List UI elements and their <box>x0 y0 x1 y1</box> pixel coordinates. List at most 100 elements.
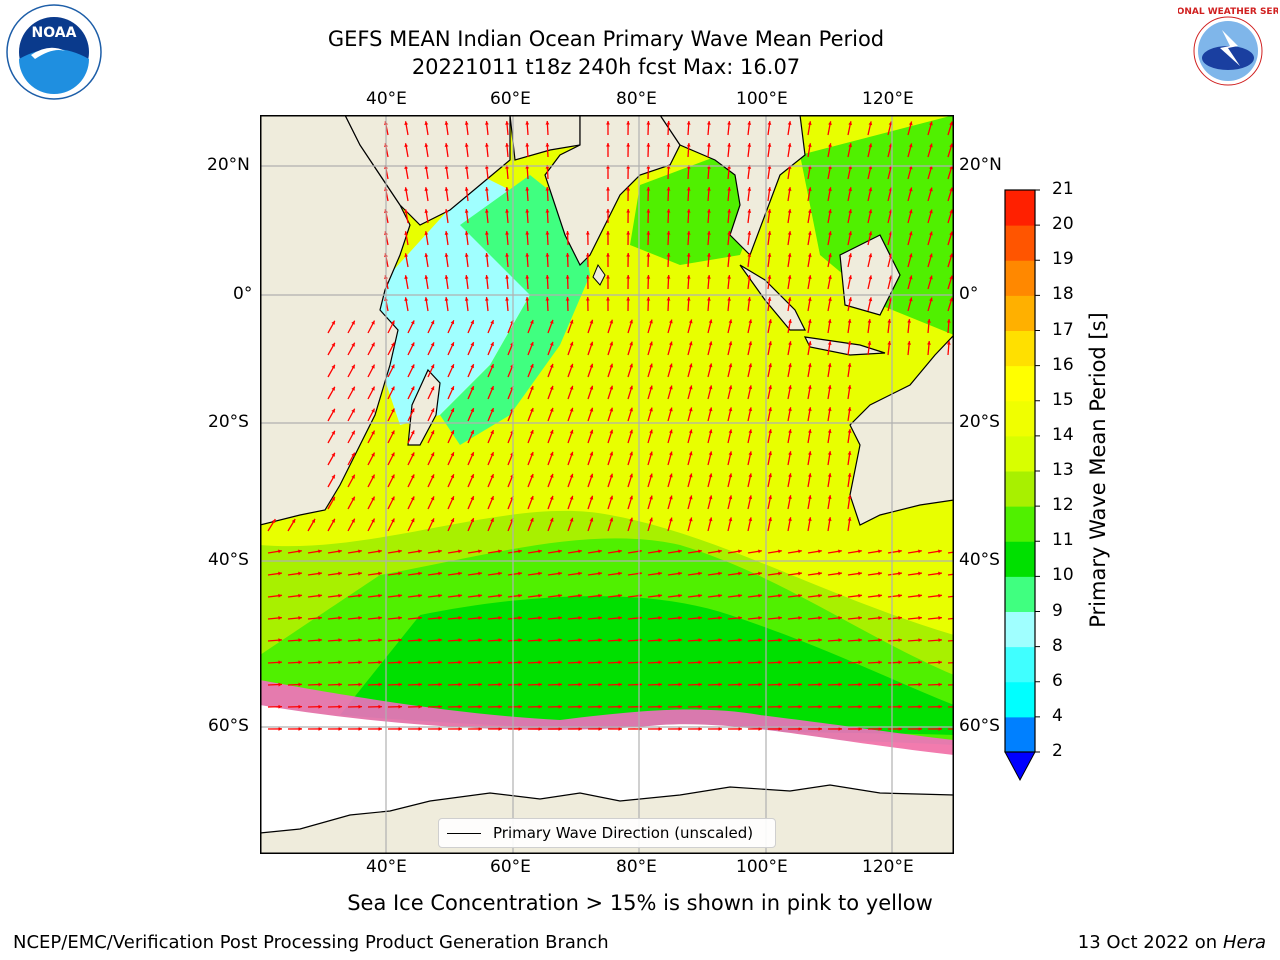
wave-direction-arrowhead <box>569 495 574 500</box>
wave-direction-arrowhead <box>398 571 402 576</box>
footer-date-text: 13 Oct 2022 on <box>1077 932 1218 953</box>
wave-direction-arrowhead <box>748 473 753 478</box>
wave-direction-arrowhead <box>668 407 673 412</box>
wave-direction-arrowhead <box>558 593 562 598</box>
wave-direction-arrowhead <box>338 616 342 620</box>
wave-direction-arrowhead <box>430 320 435 325</box>
wave-direction-arrowhead <box>868 297 873 302</box>
wave-direction-arrowhead <box>758 727 762 731</box>
wave-direction-arrowhead <box>838 727 842 731</box>
period-band-9 <box>440 175 590 445</box>
wave-direction-arrowhead <box>807 451 812 456</box>
wave-direction-arrowhead <box>649 407 653 412</box>
wave-direction-arrowhead <box>807 341 812 346</box>
wave-direction-arrowhead <box>758 682 762 687</box>
wave-direction-arrowhead <box>458 660 462 665</box>
wave-direction-arrowhead <box>706 231 711 235</box>
wave-direction-arrowhead <box>767 187 772 191</box>
colorbar-tick-label: 4 <box>1052 705 1063 726</box>
wave-direction-arrowhead <box>424 253 429 257</box>
wave-direction-arrowhead <box>788 495 792 500</box>
wave-direction-arrowhead <box>318 704 322 709</box>
wave-direction-arrowhead <box>530 407 534 412</box>
wave-direction-arrowhead <box>450 342 455 347</box>
wave-direction-arrowhead <box>708 473 713 478</box>
wave-direction-arrowhead <box>278 704 282 709</box>
wave-direction-arrowhead <box>646 231 651 235</box>
wave-direction-arrowhead <box>787 209 792 213</box>
wave-direction-arrowhead <box>378 549 382 554</box>
colorbar-tick-label: 20 <box>1052 214 1074 235</box>
wave-direction-arrowhead <box>410 474 415 479</box>
wave-direction-arrowhead <box>424 275 429 279</box>
wave-direction-arrowhead <box>418 660 422 665</box>
wave-direction-arrowhead <box>470 518 474 523</box>
wave-direction-arrowhead <box>668 451 673 456</box>
wave-direction-arrowhead <box>949 209 953 214</box>
wave-direction-arrowhead <box>758 549 762 554</box>
wave-direction-arrowhead <box>748 451 753 456</box>
wave-direction-arrowhead <box>847 363 852 367</box>
wave-direction-arrowhead <box>298 571 302 576</box>
wave-direction-arrowhead <box>589 517 594 522</box>
wave-direction-arrowhead <box>530 385 534 390</box>
wave-direction-arrowhead <box>646 297 651 301</box>
wave-direction-arrowhead <box>718 638 722 643</box>
wave-direction-arrowhead <box>768 473 773 478</box>
wave-direction-arrowhead <box>858 571 862 576</box>
wave-direction-arrowhead <box>727 121 731 125</box>
wave-direction-arrowhead <box>298 682 302 687</box>
wave-direction-arrowhead <box>727 187 731 191</box>
wave-direction-arrowhead <box>827 517 832 521</box>
wave-direction-arrowhead <box>585 231 590 235</box>
wave-direction-arrowhead <box>298 727 302 731</box>
noaa-logo-text: NOAA <box>32 25 77 41</box>
wave-direction-arrowhead <box>649 495 653 500</box>
wave-direction-arrowhead <box>378 593 382 598</box>
wave-direction-arrowhead <box>848 187 853 192</box>
wave-direction-arrowhead <box>778 682 782 687</box>
wave-direction-arrowhead <box>629 473 633 478</box>
wave-direction-arrowhead <box>827 341 832 345</box>
wave-direction-arrowhead <box>565 297 570 301</box>
wave-direction-arrowhead <box>484 253 489 257</box>
wave-direction-arrowhead <box>609 495 614 500</box>
wave-direction-arrowhead <box>391 452 395 457</box>
wave-direction-arrowhead <box>629 341 633 346</box>
wave-direction-arrowhead <box>338 727 342 731</box>
wave-direction-arrowhead <box>538 638 542 643</box>
wave-direction-arrowhead <box>609 385 614 390</box>
wave-direction-arrowhead <box>688 363 693 368</box>
wave-direction-arrowhead <box>668 319 673 324</box>
wave-direction-arrowhead <box>626 187 631 191</box>
wave-direction-arrowhead <box>371 496 375 501</box>
wave-direction-arrowhead <box>318 593 322 598</box>
wave-direction-arrowhead <box>949 253 953 258</box>
wave-direction-arrowhead <box>788 517 792 522</box>
wave-direction-arrowhead <box>798 549 802 554</box>
wave-direction-arrowhead <box>565 231 570 235</box>
wave-direction-arrowhead <box>538 549 542 554</box>
footer-machine: Hera <box>1222 932 1266 953</box>
wave-direction-arrowhead <box>549 341 554 346</box>
wave-direction-arrowhead <box>505 121 509 125</box>
wave-direction-arrowhead <box>686 143 691 147</box>
wave-direction-arrowhead <box>678 704 682 709</box>
wave-direction-arrowhead <box>787 275 792 279</box>
wave-direction-arrowhead <box>278 660 282 665</box>
wave-direction-arrowhead <box>698 727 702 731</box>
wave-direction-arrow <box>947 639 954 642</box>
wave-direction-arrowhead <box>938 660 942 665</box>
wave-direction-arrowhead <box>430 496 435 501</box>
wave-direction-arrowhead <box>767 143 772 147</box>
sea-ice-note: Sea Ice Concentration > 15% is shown in … <box>347 891 933 915</box>
wave-direction-arrowhead <box>371 342 375 347</box>
land-sumatra <box>739 264 806 331</box>
wave-direction-arrowhead <box>798 571 802 576</box>
wave-direction-arrowhead <box>578 682 582 687</box>
wave-direction-arrowhead <box>470 496 474 501</box>
wave-direction-arrowhead <box>404 121 409 126</box>
lon-tick-bottom: 100°E <box>736 857 788 877</box>
wave-direction-arrowhead <box>626 275 631 279</box>
wave-direction-arrowhead <box>538 704 542 709</box>
